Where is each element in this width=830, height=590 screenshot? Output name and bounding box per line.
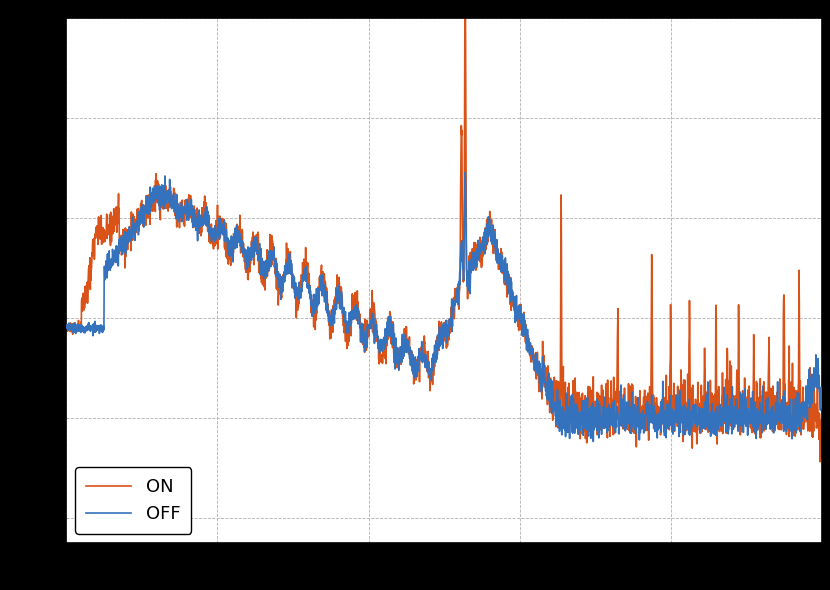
ON [383,325,393,332]
Legend: ON, OFF: ON, OFF [76,467,191,534]
OFF [193,227,203,234]
OFF [721,428,731,435]
ON [815,458,825,466]
OFF [803,417,813,424]
ON [802,418,812,425]
ON [148,201,158,208]
ON [817,454,827,461]
ON [61,326,71,333]
OFF [148,200,158,207]
ON [720,376,730,383]
Line: ON: ON [66,0,822,462]
OFF [817,398,827,405]
OFF [61,322,71,329]
Line: OFF: OFF [66,172,822,441]
OFF [588,438,598,445]
OFF [383,326,393,333]
ON [351,307,361,314]
OFF [461,169,471,176]
OFF [351,311,361,318]
ON [193,214,203,221]
